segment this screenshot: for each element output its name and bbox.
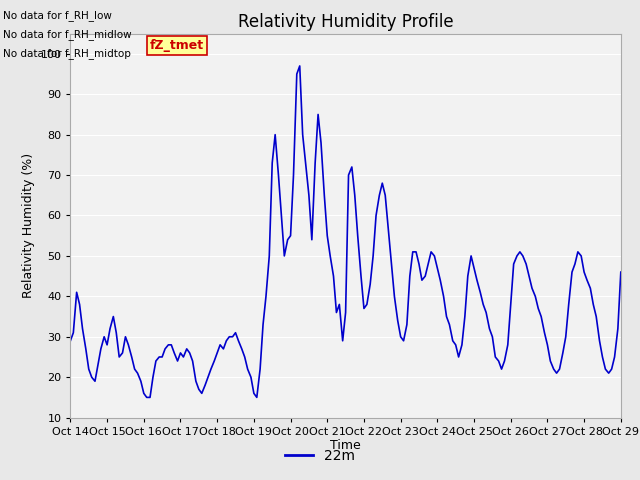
Title: Relativity Humidity Profile: Relativity Humidity Profile [238,12,453,31]
Text: No data for f_RH_low: No data for f_RH_low [3,10,112,21]
Text: No data for f_RH_midtop: No data for f_RH_midtop [3,48,131,59]
Text: No data for f_RH_midlow: No data for f_RH_midlow [3,29,132,40]
Y-axis label: Relativity Humidity (%): Relativity Humidity (%) [22,153,35,298]
Text: fZ_tmet: fZ_tmet [150,39,204,52]
X-axis label: Time: Time [330,439,361,453]
Legend: 22m: 22m [280,443,360,468]
